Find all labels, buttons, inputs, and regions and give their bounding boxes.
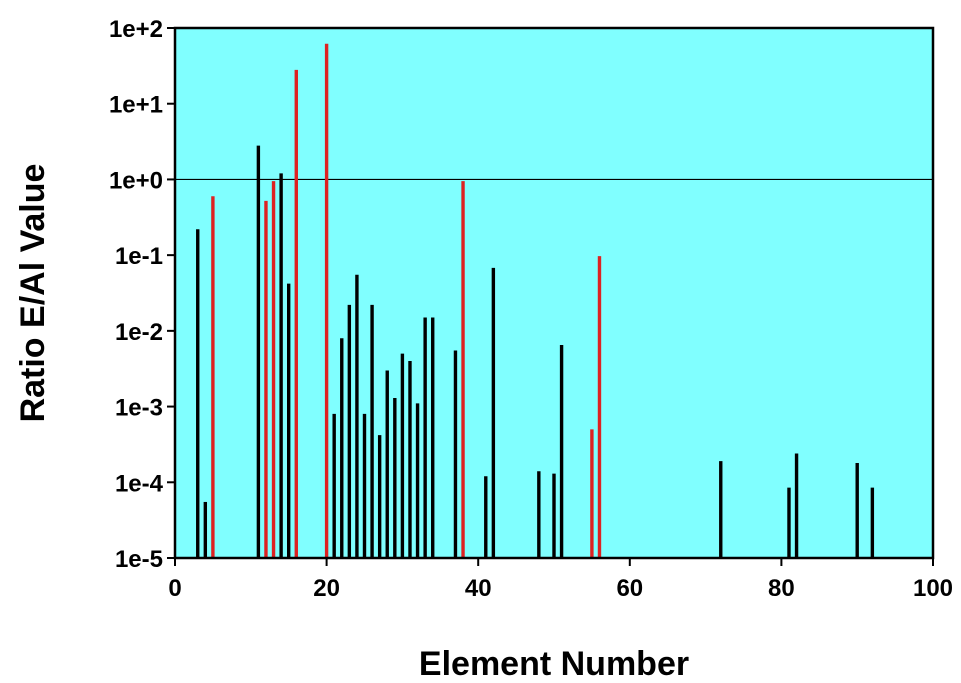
- y-tick-label: 1e+2: [109, 16, 163, 43]
- x-tick-label: 100: [913, 575, 953, 602]
- plot-frame: [173, 26, 935, 560]
- y-tick-label: 1e-4: [115, 470, 164, 497]
- y-tick-label: 1e-5: [115, 546, 163, 573]
- y-axis: 1e-5 1e-4 1e-3 1e-2 1e-1 1e+0 1e+1 1e+2: [109, 16, 175, 573]
- y-tick-label: 1e-2: [115, 319, 163, 346]
- x-tick-label: 40: [465, 575, 492, 602]
- y-tick-label: 1e+0: [109, 167, 163, 194]
- y-tick-label: 1e-1: [115, 243, 163, 270]
- x-tick-label: 80: [768, 575, 795, 602]
- y-tick-label: 1e+1: [109, 92, 163, 119]
- y-tick-label: 1e-3: [115, 395, 163, 422]
- x-tick-label: 60: [616, 575, 643, 602]
- x-tick-label: 20: [313, 575, 340, 602]
- bars-group: [196, 43, 875, 558]
- plot-area: [174, 27, 934, 559]
- x-tick-label: 0: [168, 575, 181, 602]
- y-axis-title: Ratio E/Al Value: [14, 164, 52, 423]
- x-axis-title: Element Number: [419, 645, 689, 683]
- x-axis: 0 20 40 60 80 100: [168, 558, 953, 602]
